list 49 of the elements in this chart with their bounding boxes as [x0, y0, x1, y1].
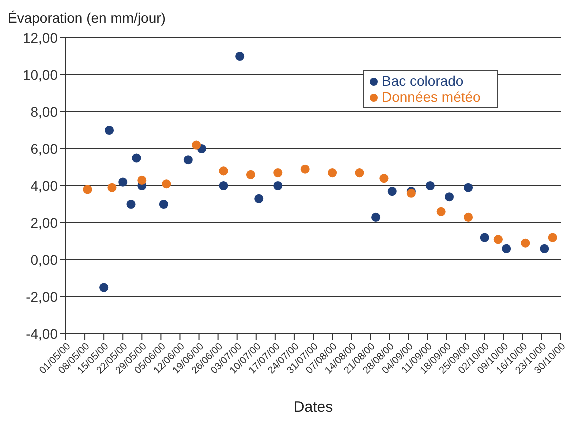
point — [548, 233, 558, 242]
point — [300, 164, 310, 174]
y-tick-label: 0,00 — [30, 252, 58, 268]
point — [138, 176, 147, 185]
point — [274, 168, 283, 178]
point — [274, 181, 283, 191]
point — [480, 233, 490, 242]
y-tick-label: 6,00 — [30, 140, 58, 157]
point — [502, 244, 512, 254]
point — [100, 283, 109, 292]
y-axis-title: Évaporation (en mm/jour) — [8, 10, 166, 26]
point — [328, 168, 338, 178]
point — [521, 238, 530, 248]
point — [355, 168, 364, 178]
point — [132, 154, 142, 163]
legend-label: Données météo — [382, 89, 481, 105]
point — [494, 235, 503, 244]
point — [426, 181, 435, 191]
point — [540, 244, 550, 254]
y-tick-label: -4,00 — [26, 326, 58, 342]
point — [464, 212, 474, 222]
y-tick-label: 4,00 — [30, 178, 58, 194]
x-axis-title: Dates — [294, 399, 334, 416]
point — [219, 181, 228, 191]
point — [192, 140, 202, 150]
point — [246, 170, 256, 180]
point — [219, 166, 228, 176]
point — [388, 187, 397, 196]
y-tick-label: 2,00 — [30, 214, 58, 231]
y-tick-label: 8,00 — [30, 104, 58, 120]
y-tick-label: -2,00 — [26, 288, 58, 305]
point — [126, 200, 136, 210]
point — [436, 207, 446, 216]
point — [108, 183, 117, 192]
point — [380, 174, 389, 184]
point — [372, 212, 381, 222]
legend-label: Bac colorado — [382, 73, 464, 89]
point — [236, 52, 245, 62]
point — [105, 126, 114, 136]
y-tick-label: 10,00 — [22, 66, 58, 83]
point — [444, 192, 454, 202]
point — [83, 185, 92, 194]
point — [254, 194, 264, 204]
point — [184, 156, 193, 165]
point — [464, 183, 474, 192]
point — [159, 200, 168, 210]
point — [118, 178, 128, 187]
y-tick-label: 12,00 — [22, 30, 58, 46]
point — [162, 180, 172, 189]
